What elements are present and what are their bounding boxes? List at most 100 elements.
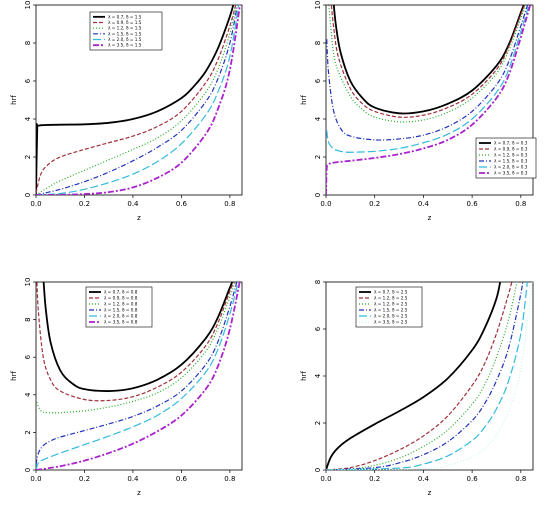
series-line-2: [36, 282, 235, 402]
legend-entry: λ = 1.5, δ = 1.5: [108, 31, 142, 36]
series-line-1: [42, 282, 234, 392]
panel-1: 0.0 0.2 0.4 0.6 0.8 0 2 4 6 8 10 z hrf λ = 0.7, δ = 1…: [10, 1, 243, 222]
y-tick-label: 4: [314, 373, 322, 378]
legend-entry: λ = 0.9, δ = 0.8: [104, 296, 138, 301]
series-line-6: [326, 282, 533, 470]
y-tick-label: 8: [314, 41, 322, 45]
y-tick-label: 10: [24, 1, 32, 10]
legend-box: [85, 286, 153, 328]
y-tick-label: 0: [314, 468, 322, 472]
legend-entry: λ = 1.5, δ = 0.3: [494, 159, 528, 164]
x-axis-label: z: [137, 489, 141, 497]
y-axis-label: hrf: [300, 95, 308, 105]
legend-entry: λ = 1.5, δ = 0.8: [104, 308, 138, 313]
y-tick-label: 6: [24, 354, 32, 359]
legend-entry: λ = 3.5, δ = 2.5: [374, 320, 408, 325]
x-tick-label: 0.6: [467, 475, 479, 483]
legend-entry: λ = 0.7, δ = 0.3: [494, 141, 528, 146]
series-line-4: [36, 5, 238, 195]
series-line-4: [36, 282, 238, 465]
legend-entry: λ = 3.5, δ = 0.3: [494, 171, 528, 176]
legend-entry: λ = 2.0, δ = 0.8: [104, 314, 138, 319]
plot-frame: [325, 4, 534, 196]
x-tick-label: 0.0: [30, 200, 41, 208]
y-tick-label: 6: [314, 326, 322, 331]
y-tick-label: 2: [24, 430, 32, 434]
legend: λ = 0.7, δ = 0.3λ = 0.9, δ = 0.3λ = 1.2,…: [475, 137, 537, 179]
x-tick-label: 0.0: [320, 475, 331, 483]
x-tick-label: 0.8: [515, 475, 526, 483]
series-line-5: [326, 5, 530, 153]
series-line-6: [326, 5, 532, 195]
x-tick-label: 0.6: [176, 200, 188, 208]
series-line-2: [326, 282, 513, 470]
x-tick-label: 0.4: [418, 200, 430, 208]
legend-box: [355, 286, 423, 328]
x-tick-label: 0.8: [224, 475, 235, 483]
series-group: [36, 5, 241, 195]
x-tick-label: 0.2: [79, 475, 90, 483]
series-line-5: [326, 282, 528, 470]
legend: λ = 0.7, δ = 1.5λ = 0.9, δ = 1.5λ = 1.2,…: [89, 11, 163, 51]
legend-entry: λ = 2.0, δ = 2.5: [374, 314, 408, 319]
series-line-5: [36, 282, 239, 470]
y-tick-label: 2: [24, 155, 32, 159]
x-tick-label: 0.2: [369, 200, 380, 208]
y-tick-label: 4: [314, 116, 322, 121]
legend-entry: λ = 3.5, δ = 1.5: [108, 43, 142, 48]
series-group: [326, 5, 532, 195]
series-group: [36, 282, 241, 470]
y-tick-label: 4: [24, 116, 32, 121]
legend-entry: λ = 2.0, δ = 1.5: [108, 37, 142, 42]
series-group: [326, 282, 533, 470]
series-line-4: [326, 282, 524, 470]
legend-entry: λ = 1.2, δ = 1.5: [108, 26, 142, 31]
legend-entry: λ = 3.5, δ = 0.8: [104, 320, 138, 325]
panel-3: 0.0 0.2 0.4 0.6 0.8 0 2 4 6 8 10 z hrf λ = 0.7, δ = 0…: [10, 278, 243, 497]
y-tick-label: 6: [24, 78, 32, 83]
panel-2: 0.0 0.2 0.4 0.6 0.8 0 2 4 6 8 10 z hrf λ = 0.7, δ = 0…: [300, 1, 537, 222]
series-line-5: [36, 5, 240, 195]
legend-box: [475, 137, 537, 179]
legend-entry: λ = 1.2, δ = 2.5: [374, 296, 408, 301]
legend-entry: λ = 0.7, δ = 0.8: [104, 290, 138, 295]
legend: λ = 0.7, δ = 2.5λ = 1.2, δ = 2.5λ = 1.2,…: [355, 286, 423, 328]
y-tick-label: 8: [24, 41, 32, 45]
x-tick-label: 0.8: [515, 200, 526, 208]
series-line-3: [328, 5, 527, 123]
y-tick-label: 10: [314, 1, 322, 10]
x-tick-label: 0.2: [79, 200, 90, 208]
x-tick-label: 0.0: [320, 200, 331, 208]
x-tick-label: 0.2: [369, 475, 380, 483]
plot-frame: [35, 4, 243, 196]
series-line-6: [36, 282, 241, 470]
x-tick-label: 0.4: [418, 475, 430, 483]
legend-entry: λ = 0.7, δ = 1.5: [108, 14, 142, 19]
series-line-1: [332, 5, 525, 115]
legend-entry: λ = 1.2, δ = 0.8: [104, 302, 138, 307]
series-line-1: [326, 282, 502, 470]
legend-box: [89, 11, 163, 51]
series-line-1: [36, 5, 235, 195]
y-tick-label: 0: [24, 468, 32, 472]
legend-entry: λ = 1.5, δ = 2.5: [374, 308, 408, 313]
series-line-2: [330, 5, 526, 118]
series-line-4: [326, 5, 529, 141]
legend-entry: λ = 1.2, δ = 0.3: [494, 153, 528, 158]
x-tick-label: 0.4: [127, 200, 139, 208]
legend-entry: λ = 1.2, δ = 2.5: [374, 302, 408, 307]
legend: λ = 0.7, δ = 0.8λ = 0.9, δ = 0.8λ = 1.2,…: [85, 286, 153, 328]
y-tick-label: 8: [314, 280, 322, 284]
x-tick-label: 0.6: [467, 200, 479, 208]
y-tick-label: 6: [314, 78, 322, 83]
y-tick-label: 8: [24, 317, 32, 321]
y-tick-label: 2: [314, 155, 322, 159]
x-axis-label: z: [428, 214, 432, 222]
legend-entry: λ = 0.7, δ = 2.5: [374, 290, 408, 295]
series-line-3: [36, 282, 236, 414]
series-line-6: [36, 5, 241, 195]
y-tick-label: 0: [314, 193, 322, 197]
legend-entry: λ = 0.9, δ = 1.5: [108, 20, 142, 25]
series-line-2: [36, 5, 237, 194]
